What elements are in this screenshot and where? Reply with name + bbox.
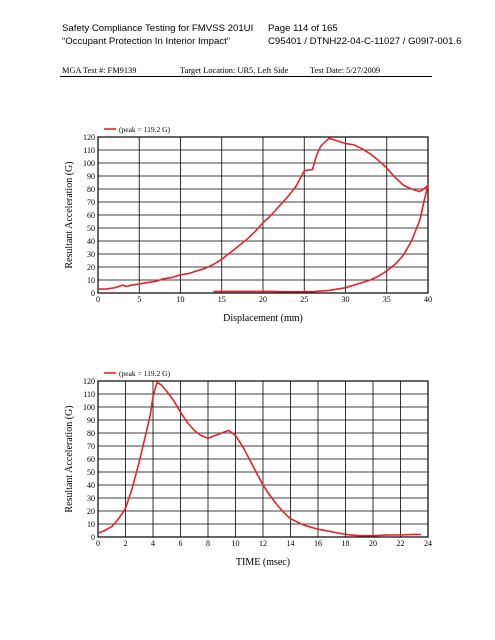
y-tick-label: 50 [87,224,95,233]
x-tick-label: 6 [179,539,183,548]
x-tick-label: 25 [300,295,308,304]
x-tick-label: 15 [218,295,226,304]
x-axis-label: Displacement (mm) [223,313,303,324]
y-tick-label: 80 [87,429,95,438]
y-tick-label: 80 [87,185,95,194]
document-id: C95401 / DTNH22-04-C-11027 / G09I7-001.6 [268,36,462,47]
y-tick-label: 30 [87,494,95,503]
y-tick-label: 20 [87,507,95,516]
y-tick-label: 60 [87,455,95,464]
x-tick-label: 0 [96,539,100,548]
page-number: Page 114 of 165 [268,23,338,34]
y-tick-label: 10 [87,276,95,285]
y-tick-label: 0 [91,289,95,298]
y-axis-label: Resultant Acceleration (G) [64,405,75,512]
x-tick-label: 16 [314,539,322,548]
document-title: Safety Compliance Testing for FMVSS 201U… [62,23,254,34]
y-tick-label: 40 [87,237,95,246]
series-line [98,137,429,293]
x-tick-label: 22 [397,539,405,548]
x-tick-label: 0 [96,295,100,304]
x-tick-label: 35 [383,295,391,304]
x-tick-label: 20 [259,295,267,304]
y-tick-label: 100 [83,159,95,168]
y-tick-label: 0 [91,533,95,542]
chart-1: 0 10 20 30 40 50 60 70 80 90 100 110 120 0 5 10 15 20 25 30… [64,125,432,324]
plot-frame [97,380,429,538]
test-date: Test Date: 5/27/2009 [310,66,381,75]
y-tick-label: 40 [87,481,95,490]
y-tick-label: 70 [87,442,95,451]
x-tick-label: 20 [369,539,377,548]
target-location: Target Location: UR5, Left Side [180,66,289,75]
x-tick-label: 14 [287,539,295,548]
y-tick-label: 10 [87,520,95,529]
y-axis-label: Resultant Acceleration (G) [64,161,75,268]
x-tick-label: 10 [177,295,185,304]
x-tick-label: 2 [124,539,128,548]
document-subtitle: “Occupant Protection In Interior Impact” [62,36,230,47]
header-rule [60,76,432,77]
y-tick-label: 70 [87,198,95,207]
y-tick-label: 110 [83,146,95,155]
y-tick-label: 20 [87,263,95,272]
x-tick-label: 18 [342,539,350,548]
x-tick-label: 24 [424,539,432,548]
x-tick-label: 40 [424,295,432,304]
y-tick-label: 30 [87,250,95,259]
x-tick-label: 4 [151,539,155,548]
x-tick-label: 5 [137,295,141,304]
peak-annotation: (peak = 119.2 G) [119,125,171,134]
y-tick-label: 100 [83,403,95,412]
x-axis-label: TIME (msec) [236,557,290,568]
y-tick-label: 120 [83,377,95,386]
y-tick-label: 90 [87,172,95,181]
y-tick-label: 120 [83,133,95,142]
x-tick-label: 8 [206,539,210,548]
peak-annotation: (peak = 119.2 G) [119,369,171,378]
x-tick-label: 30 [342,295,350,304]
y-tick-label: 110 [83,390,95,399]
y-tick-label: 60 [87,211,95,220]
plot-frame [97,136,429,294]
y-tick-label: 90 [87,416,95,425]
test-number: MGA Test #: FM9139 [62,66,137,75]
y-tick-label: 50 [87,468,95,477]
x-tick-label: 10 [232,539,240,548]
series-line [97,381,422,537]
x-tick-label: 12 [259,539,267,548]
